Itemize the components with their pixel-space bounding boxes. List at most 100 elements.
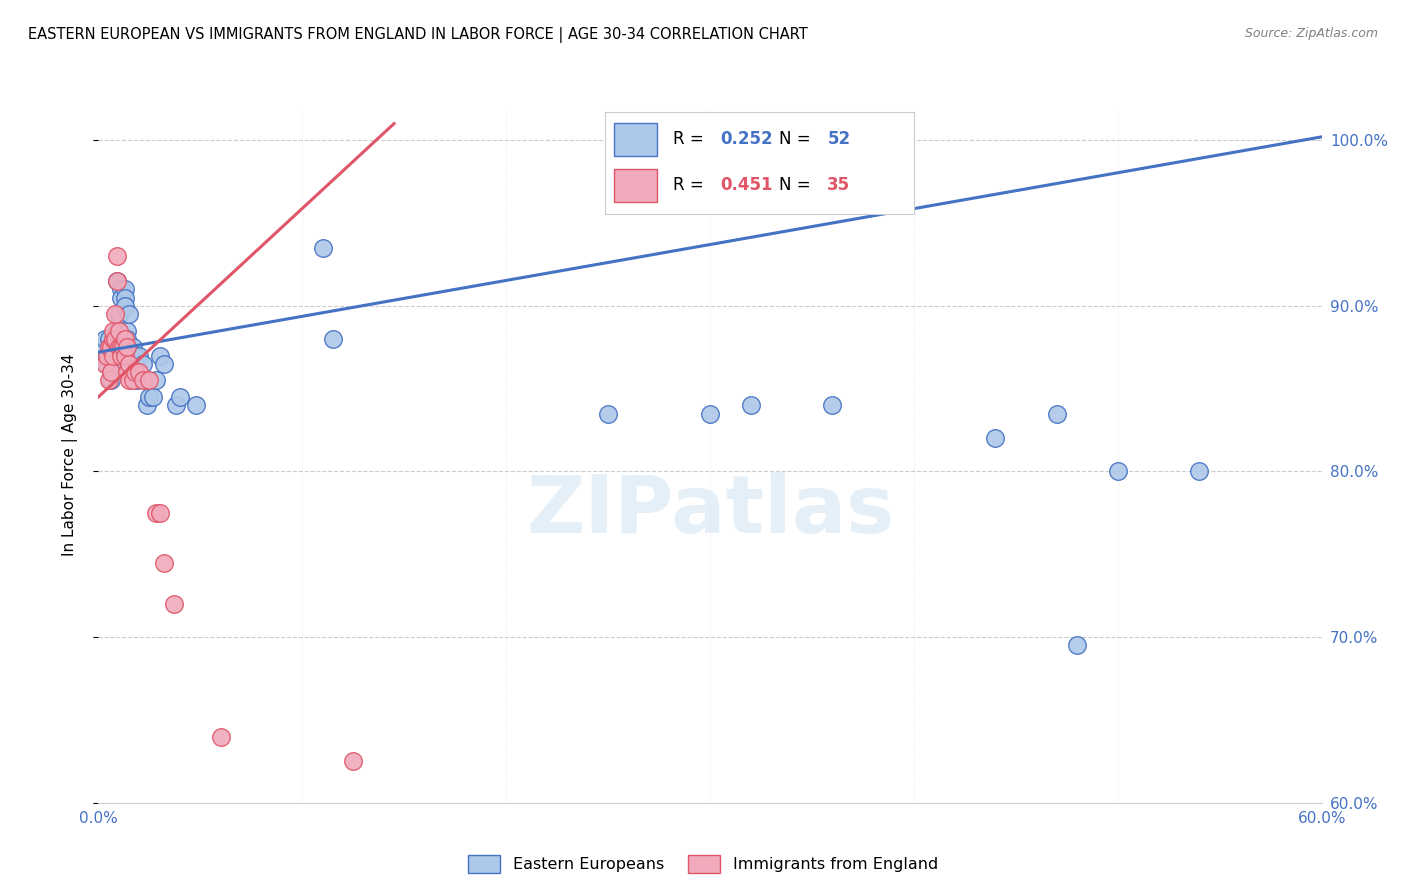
Point: [97, 340, 120, 354]
Text: 52: 52: [827, 129, 851, 148]
Point: [322, 332, 344, 346]
FancyBboxPatch shape: [614, 169, 657, 202]
Point: [97, 340, 120, 354]
Point: [1066, 639, 1088, 653]
Point: [984, 431, 1007, 445]
Text: N =: N =: [779, 129, 817, 148]
Point: [122, 373, 145, 387]
Point: [100, 373, 122, 387]
Text: 0.252: 0.252: [721, 129, 773, 148]
Point: [169, 390, 191, 404]
Point: [111, 332, 134, 346]
Point: [101, 332, 124, 346]
Point: [163, 597, 186, 611]
Point: [104, 332, 127, 346]
Text: EASTERN EUROPEAN VS IMMIGRANTS FROM ENGLAND IN LABOR FORCE | AGE 30-34 CORRELATI: EASTERN EUROPEAN VS IMMIGRANTS FROM ENGL…: [28, 27, 808, 43]
Point: [108, 307, 131, 321]
Text: ZIPatlas: ZIPatlas: [526, 472, 894, 549]
Point: [209, 730, 232, 744]
Point: [115, 340, 138, 354]
Point: [1045, 407, 1069, 421]
Point: [186, 398, 208, 412]
Point: [136, 398, 159, 412]
Point: [149, 349, 172, 363]
Point: [118, 357, 141, 371]
Point: [110, 340, 132, 354]
Point: [145, 373, 167, 387]
Point: [145, 506, 167, 520]
Point: [97, 373, 120, 387]
Point: [96, 357, 118, 371]
Text: Source: ZipAtlas.com: Source: ZipAtlas.com: [1244, 27, 1378, 40]
Point: [699, 407, 721, 421]
Point: [114, 349, 136, 363]
Point: [93, 357, 115, 371]
Point: [104, 332, 127, 346]
Point: [821, 398, 844, 412]
Point: [138, 373, 160, 387]
Point: [152, 357, 174, 371]
Point: [105, 249, 128, 263]
Point: [100, 365, 122, 379]
Point: [101, 349, 124, 363]
Text: R =: R =: [672, 129, 709, 148]
Point: [105, 324, 128, 338]
Point: [312, 241, 335, 255]
Point: [108, 324, 131, 338]
Point: [128, 365, 150, 379]
Point: [598, 407, 620, 421]
Point: [114, 332, 136, 346]
Point: [118, 357, 141, 371]
Point: [118, 307, 141, 321]
Point: [105, 274, 128, 288]
Point: [101, 349, 124, 363]
Point: [101, 357, 124, 371]
Point: [104, 307, 127, 321]
Point: [108, 340, 131, 354]
Point: [110, 349, 132, 363]
Point: [138, 390, 160, 404]
Point: [89, 340, 111, 354]
Text: R =: R =: [672, 176, 709, 194]
Point: [110, 282, 132, 296]
FancyBboxPatch shape: [614, 123, 657, 155]
Point: [1107, 465, 1129, 479]
Point: [115, 365, 138, 379]
Point: [124, 365, 146, 379]
Point: [165, 398, 187, 412]
Point: [100, 365, 122, 379]
Text: N =: N =: [779, 176, 817, 194]
Point: [111, 340, 134, 354]
Point: [740, 398, 762, 412]
Point: [110, 291, 132, 305]
Text: 0.451: 0.451: [721, 176, 773, 194]
Point: [96, 349, 118, 363]
Point: [1188, 465, 1211, 479]
Point: [128, 349, 150, 363]
Point: [142, 390, 165, 404]
Point: [132, 357, 155, 371]
Point: [101, 324, 124, 338]
Point: [105, 274, 128, 288]
Point: [115, 324, 138, 338]
Point: [115, 332, 138, 346]
Point: [149, 506, 172, 520]
Point: [152, 556, 174, 570]
Point: [114, 299, 136, 313]
Point: [93, 332, 115, 346]
Text: 35: 35: [827, 176, 851, 194]
Point: [118, 349, 141, 363]
Point: [97, 332, 120, 346]
Point: [132, 373, 155, 387]
Y-axis label: In Labor Force | Age 30-34: In Labor Force | Age 30-34: [62, 353, 77, 557]
Point: [342, 755, 364, 769]
Point: [111, 340, 134, 354]
Legend: Eastern Europeans, Immigrants from England: Eastern Europeans, Immigrants from Engla…: [461, 848, 945, 880]
Point: [100, 340, 122, 354]
Point: [96, 349, 118, 363]
Point: [114, 291, 136, 305]
Point: [118, 373, 141, 387]
Point: [122, 340, 145, 354]
Point: [104, 340, 127, 354]
Point: [127, 373, 149, 387]
